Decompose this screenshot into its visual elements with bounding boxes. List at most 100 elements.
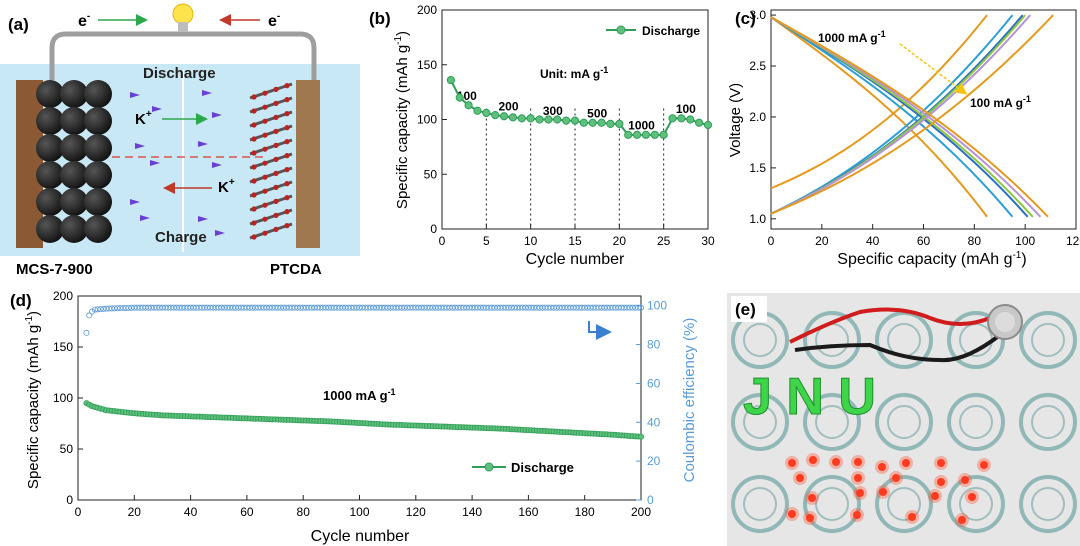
ce-point (215, 304, 222, 311)
ce-point (367, 304, 374, 311)
y-tick-label-c: 2.5 (749, 59, 766, 73)
oxygen-atom (284, 139, 290, 145)
ce-point (165, 304, 172, 311)
seal (731, 393, 789, 451)
oxygen-atom (284, 111, 290, 117)
ce-point (460, 304, 467, 311)
ce-point (342, 304, 349, 311)
ce-point (328, 304, 335, 311)
x-tick-label-b: 0 (439, 234, 446, 248)
led (809, 456, 817, 464)
x-tick-label-c: 100 (1015, 234, 1035, 248)
oxygen-atom (251, 178, 257, 184)
ce-point (252, 304, 259, 311)
ce-point (550, 304, 557, 311)
oxygen-atom (284, 83, 290, 89)
ce-point (601, 304, 608, 311)
x-tick-label-b: 20 (613, 234, 627, 248)
ce-point (533, 304, 540, 311)
seal-inner (815, 487, 849, 521)
ce-point (269, 304, 276, 311)
ce-point (638, 304, 645, 311)
ce-point (319, 304, 326, 311)
data-point (615, 119, 624, 128)
y-axis-label-d: Specific capacity (mAh g-1) (24, 311, 42, 489)
electron-right-label: e- (268, 11, 280, 30)
carbon-sphere (36, 107, 64, 135)
ce-point (536, 304, 543, 311)
oxygen-atom (251, 192, 257, 198)
carbon-sphere (60, 161, 88, 189)
black-wire (794, 333, 1002, 363)
seal (875, 393, 933, 451)
led (892, 474, 900, 482)
left-electrode-name: MCS-7-900 (16, 261, 93, 278)
k-ion-bottom-label: K+ (218, 177, 235, 196)
oxygen-atom (262, 118, 268, 124)
y-tick-label-b: 0 (430, 222, 437, 236)
ce-point (350, 304, 357, 311)
ce-point (142, 304, 149, 311)
oxygen-atom (262, 202, 268, 208)
seal-inner (887, 405, 921, 439)
k-ion (212, 162, 222, 168)
oxygen-atom (284, 209, 290, 215)
x-axis-label-d: Cycle number (311, 528, 410, 545)
oxygen-atom (284, 181, 290, 187)
seal (875, 475, 933, 533)
carbon-sphere (84, 134, 112, 162)
seal-inner (743, 323, 777, 357)
ce-point (570, 304, 577, 311)
led (878, 463, 886, 471)
data-point (446, 75, 455, 85)
ce-point (480, 304, 487, 311)
ce-point (120, 305, 127, 312)
ce-point (108, 305, 115, 312)
charge-curve (770, 14, 1054, 215)
oxygen-atom (273, 184, 279, 190)
carbon-sphere (84, 188, 112, 216)
y-tick-label-d: 100 (53, 391, 73, 405)
seal (1019, 475, 1077, 533)
led (931, 492, 939, 500)
y-tick-label-b: 100 (417, 113, 437, 127)
legend-b: Discharge (606, 24, 700, 38)
oxygen-atom (284, 195, 290, 201)
printed-seals (731, 311, 1077, 533)
ce-point (336, 304, 343, 311)
ce-point (356, 304, 363, 311)
seal-inner (743, 405, 777, 439)
ce-point (111, 305, 118, 312)
led (788, 459, 796, 467)
ce-point (314, 304, 321, 311)
seal-inner (815, 405, 849, 439)
ce-point (432, 304, 439, 311)
oxygen-atom (273, 128, 279, 134)
ce-point (404, 304, 411, 311)
ce-point (291, 304, 298, 311)
ce-point (469, 304, 476, 311)
k-ion (152, 106, 162, 112)
rate-label: 300 (543, 104, 563, 118)
ce-point (114, 305, 121, 312)
rate-label: 100 (676, 102, 696, 116)
x-tick-label-d: 20 (128, 505, 142, 519)
x-axis-label-c: Specific capacity (mAh g-1) (837, 250, 1026, 268)
ce-point (272, 304, 279, 311)
carbon-sphere (84, 80, 112, 108)
ce-point (595, 304, 602, 311)
discharge-curve (770, 16, 1014, 218)
y2-tick-label-d: 40 (647, 415, 661, 429)
ce-point (266, 304, 273, 311)
ce-point (193, 304, 200, 311)
y-tick-label-c: 3.0 (749, 8, 766, 22)
legend-label-b: Discharge (642, 24, 700, 38)
oxygen-atom (284, 125, 290, 131)
seal (803, 311, 861, 369)
ce-point (612, 304, 619, 311)
ce-point (198, 304, 205, 311)
ce-point (409, 304, 416, 311)
ce-point (424, 304, 431, 311)
y-tick-label-d: 150 (53, 340, 73, 354)
ce-point (455, 304, 462, 311)
